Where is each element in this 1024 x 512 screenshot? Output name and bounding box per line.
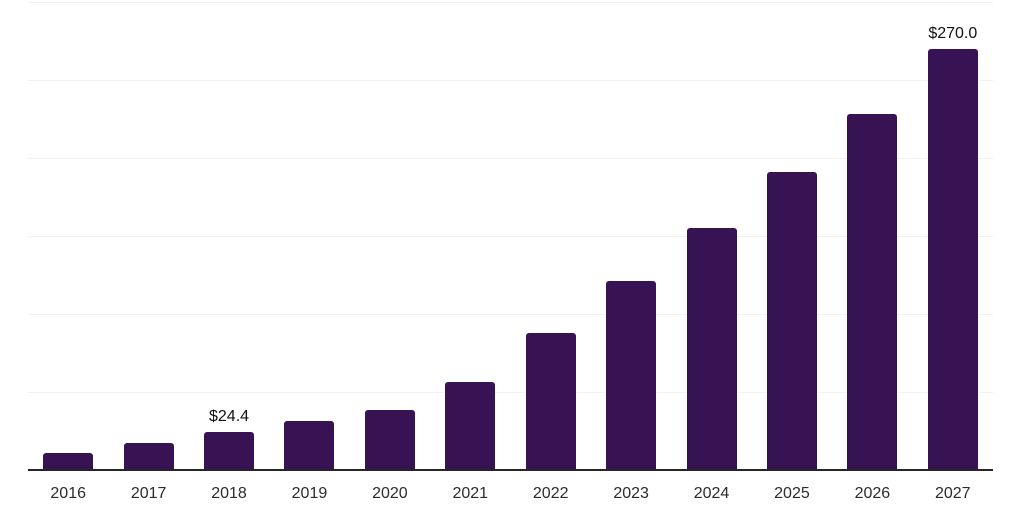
bar-2023 (606, 280, 657, 470)
x-tick-2018: 2018 (211, 485, 247, 502)
gridline-300 (28, 1, 993, 3)
gridline-50 (28, 391, 993, 393)
x-tick-2017: 2017 (130, 485, 167, 502)
x-axis-line (28, 469, 993, 471)
bar-2018 (204, 431, 255, 470)
x-tick-2024: 2024 (693, 485, 730, 502)
bar-2021 (445, 381, 496, 470)
x-tick-2025: 2025 (774, 485, 810, 502)
gridline-150 (28, 235, 993, 237)
x-tick-2020: 2020 (372, 485, 408, 502)
bar-2020 (364, 409, 415, 470)
bar-2016 (43, 452, 94, 470)
bar-value-label-2027: $270.0 (928, 24, 978, 42)
gridline-100 (28, 313, 993, 315)
gridline-200 (28, 157, 993, 159)
x-tick-2021: 2021 (452, 485, 489, 502)
bar-2022 (525, 332, 576, 470)
x-tick-2016: 2016 (50, 485, 86, 502)
x-tick-2026: 2026 (854, 485, 891, 502)
bar-2024 (686, 228, 737, 470)
bar-2027 (927, 48, 978, 470)
bar-2026 (847, 114, 898, 470)
bar-2025 (766, 172, 817, 470)
x-tick-2019: 2019 (291, 485, 328, 502)
bar-value-label-2018: $24.4 (209, 407, 250, 425)
x-tick-2022: 2022 (532, 485, 569, 502)
bar-2019 (284, 420, 335, 470)
gridline-250 (28, 79, 993, 81)
bar-2017 (123, 442, 174, 470)
x-tick-2023: 2023 (613, 485, 649, 502)
x-tick-2027: 2027 (934, 485, 971, 502)
